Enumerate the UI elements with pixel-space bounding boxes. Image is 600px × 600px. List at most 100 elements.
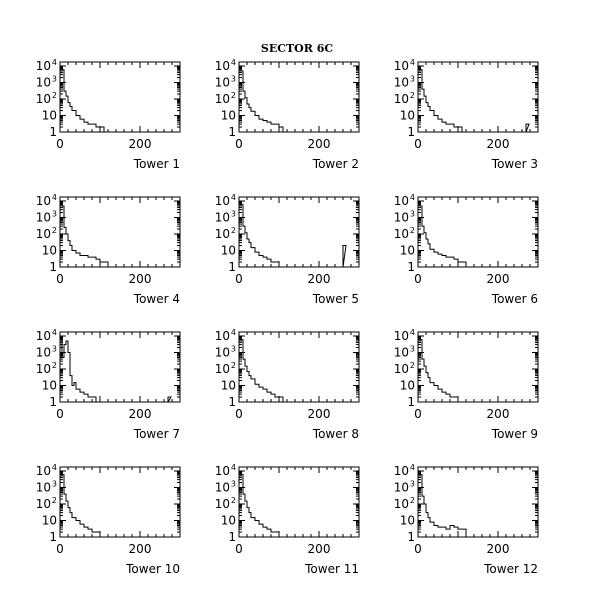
y-tick-label: 10 (215, 59, 230, 73)
y-tick-label: 10 (221, 109, 236, 123)
y-tick-exponent: 3 (231, 210, 236, 219)
x-tick-label: 0 (235, 137, 243, 151)
panel-title: Tower 9 (491, 427, 538, 441)
y-tick-label: 1 (407, 530, 415, 544)
panel-title: Tower 7 (133, 427, 180, 441)
y-tick-label: 10 (36, 194, 51, 208)
y-tick-exponent: 4 (231, 58, 236, 67)
y-tick-label: 10 (36, 346, 51, 360)
y-tick-exponent: 2 (410, 91, 415, 100)
panel-title: Tower 5 (312, 292, 359, 306)
plot-frame (59, 466, 181, 538)
y-tick-exponent: 4 (410, 328, 415, 337)
y-tick-label: 10 (400, 379, 415, 393)
y-tick-exponent: 2 (52, 496, 57, 505)
plot-frame (417, 61, 539, 133)
y-tick-exponent: 4 (231, 463, 236, 472)
y-tick-label: 10 (394, 497, 409, 511)
x-tick-label: 0 (56, 272, 64, 286)
y-tick-label: 10 (394, 362, 409, 376)
y-tick-exponent: 2 (231, 361, 236, 370)
x-tick-label: 0 (235, 272, 243, 286)
histogram-line (239, 202, 347, 267)
histogram-line (418, 202, 481, 267)
x-tick-label: 200 (487, 407, 510, 421)
y-tick-label: 10 (42, 514, 57, 528)
x-tick-label: 200 (129, 407, 152, 421)
y-tick-label: 10 (215, 497, 230, 511)
x-tick-label: 200 (308, 542, 331, 556)
plot-frame (417, 466, 539, 538)
x-tick-label: 200 (487, 272, 510, 286)
y-tick-label: 1 (49, 395, 57, 409)
y-tick-label: 1 (49, 530, 57, 544)
y-tick-label: 1 (228, 530, 236, 544)
y-tick-label: 10 (36, 59, 51, 73)
y-tick-label: 10 (394, 346, 409, 360)
y-tick-label: 10 (215, 194, 230, 208)
y-tick-label: 1 (228, 125, 236, 139)
x-tick-label: 0 (56, 137, 64, 151)
y-ticks (238, 197, 360, 268)
y-tick-exponent: 2 (52, 226, 57, 235)
y-tick-label: 10 (36, 76, 51, 90)
y-tick-label: 10 (400, 244, 415, 258)
y-tick-label: 10 (394, 464, 409, 478)
y-ticks (59, 467, 181, 538)
y-tick-label: 1 (49, 260, 57, 274)
plot-frame (417, 331, 539, 403)
x-tick-label: 0 (414, 272, 422, 286)
y-tick-label: 10 (36, 481, 51, 495)
y-ticks (59, 332, 181, 403)
panel-title: Tower 12 (483, 562, 538, 576)
histogram-line (239, 67, 294, 132)
x-tick-label: 200 (129, 137, 152, 151)
histogram-line (60, 337, 172, 402)
y-tick-label: 10 (400, 109, 415, 123)
y-tick-label: 1 (407, 260, 415, 274)
histogram-line (239, 472, 286, 537)
y-ticks (238, 62, 360, 133)
y-tick-label: 1 (228, 395, 236, 409)
y-tick-label: 10 (36, 464, 51, 478)
y-ticks (417, 62, 539, 133)
y-tick-label: 1 (407, 395, 415, 409)
y-tick-exponent: 4 (410, 463, 415, 472)
y-tick-exponent: 4 (231, 193, 236, 202)
y-tick-exponent: 2 (410, 496, 415, 505)
x-tick-label: 200 (129, 272, 152, 286)
y-ticks (238, 467, 360, 538)
panel-title: Tower 3 (491, 157, 538, 171)
histogram-line (418, 67, 530, 132)
y-tick-label: 10 (221, 244, 236, 258)
y-tick-label: 10 (42, 109, 57, 123)
histogram-line (239, 337, 286, 402)
plot-frame (59, 196, 181, 268)
y-tick-label: 10 (221, 379, 236, 393)
x-tick-label: 0 (56, 407, 64, 421)
y-tick-label: 1 (49, 125, 57, 139)
y-tick-label: 10 (36, 92, 51, 106)
y-tick-label: 10 (215, 227, 230, 241)
y-tick-exponent: 4 (52, 463, 57, 472)
x-tick-label: 0 (56, 542, 64, 556)
x-tick-label: 200 (487, 137, 510, 151)
y-tick-exponent: 2 (410, 226, 415, 235)
y-tick-label: 10 (215, 211, 230, 225)
y-tick-label: 10 (394, 59, 409, 73)
y-ticks (417, 467, 539, 538)
y-tick-label: 10 (394, 227, 409, 241)
plot-frame (59, 61, 181, 133)
y-tick-exponent: 4 (52, 328, 57, 337)
y-tick-exponent: 2 (52, 361, 57, 370)
histogram-line (60, 472, 107, 537)
